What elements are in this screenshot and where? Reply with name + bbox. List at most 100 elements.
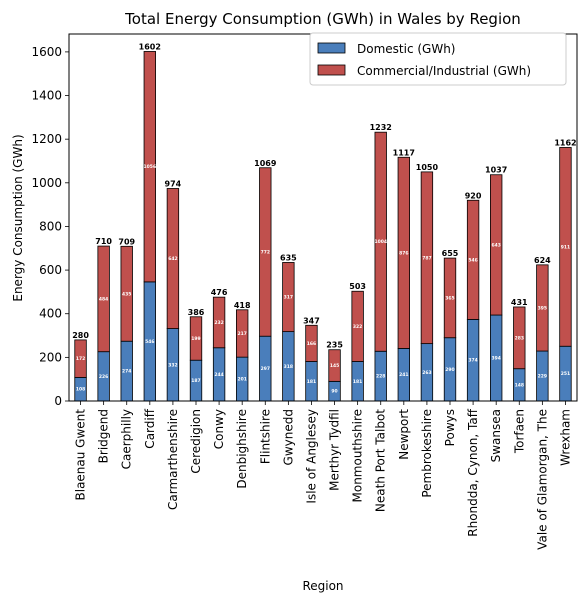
segment-value-label: 283 (515, 335, 524, 341)
bar-commercial-ceredigion (189, 316, 203, 361)
legend-swatch-commercial (317, 64, 346, 76)
y-tick-label: 1000 (31, 176, 62, 190)
x-tick-label: Neath Port Talbot (374, 409, 388, 512)
x-tick-label: Flintshire (258, 409, 272, 464)
segment-value-label: 90 (331, 389, 337, 395)
y-tick-label: 0 (54, 394, 62, 408)
segment-value-label: 166 (307, 341, 316, 347)
plot-area: 0 200 400 600 800 1000 1200 1400 1600 108 172 280 Bl… (31, 33, 578, 550)
bar-commercial-torfaen (513, 306, 526, 370)
x-tick-label: Pembrokeshire (420, 409, 434, 498)
x-tick-label: Gwynedd (281, 409, 295, 465)
bar-total-label: 1037 (485, 166, 507, 175)
bar-total-label: 624 (534, 256, 551, 265)
segment-value-label: 187 (191, 378, 200, 384)
segment-value-label: 241 (399, 372, 408, 378)
x-tick-label: Vale of Glamorgan, The (535, 409, 549, 550)
bar-commercial-blaenau-gwent (74, 339, 87, 378)
segment-value-label: 365 (445, 295, 454, 301)
bar-total-label: 1232 (370, 123, 392, 132)
bar-commercial-gwynedd (282, 262, 295, 333)
bar-commercial-conwy (212, 296, 226, 349)
bar-total-label: 920 (465, 191, 482, 200)
y-tick-label: 600 (39, 263, 62, 277)
y-tick-label: 1200 (31, 132, 62, 146)
bar-total-label: 476 (211, 288, 228, 297)
bar-total-label: 710 (95, 237, 112, 246)
segment-value-label: 274 (122, 369, 131, 375)
bar-total-label: 635 (280, 253, 297, 262)
segment-value-label: 172 (76, 356, 85, 362)
bar-commercial-powys (443, 257, 457, 339)
x-tick-label: Newport (397, 409, 411, 460)
chart-title: Total Energy Consumption (GWh) in Wales … (124, 10, 521, 28)
x-tick-label: Torfaen (512, 409, 526, 454)
segment-value-label: 435 (122, 291, 131, 297)
x-tick-label: Bridgend (97, 409, 111, 463)
segment-value-label: 787 (422, 255, 431, 261)
segment-value-label: 181 (353, 379, 362, 385)
bar-total-label: 503 (349, 282, 366, 291)
x-tick-label: Isle of Anglesey (304, 409, 318, 504)
segment-value-label: 232 (214, 320, 223, 326)
segment-value-label: 199 (191, 336, 200, 342)
bar-total-label: 235 (326, 341, 343, 350)
bar-commercial-newport (397, 156, 410, 349)
segment-value-label: 911 (561, 244, 570, 250)
y-tick-label: 1400 (31, 89, 62, 103)
x-tick-label: Monmouthshire (351, 409, 365, 503)
y-tick-label: 400 (39, 307, 62, 321)
bar-total-label: 1117 (393, 148, 415, 157)
segment-value-label: 318 (284, 364, 293, 370)
bar-commercial-swansea (490, 174, 503, 316)
segment-value-label: 876 (399, 250, 408, 256)
legend-label-domestic: Domestic (GWh) (357, 42, 456, 56)
bar-commercial-neath-port-talbot (374, 131, 387, 352)
bar-total-label: 280 (72, 331, 89, 340)
bar-total-label: 347 (303, 316, 320, 325)
legend-box (309, 32, 567, 86)
segment-value-label: 395 (538, 305, 547, 311)
x-tick-label: Caerphilly (120, 409, 134, 469)
segment-value-label: 374 (468, 358, 477, 364)
segment-value-label: 332 (168, 362, 177, 368)
bar-total-label: 386 (188, 308, 205, 317)
bar-commercial-pembrokeshire (420, 171, 434, 345)
bar-total-label: 1050 (416, 163, 439, 172)
segment-value-label: 145 (330, 363, 339, 369)
bar-commercial-denbighshire (236, 309, 249, 358)
segment-value-label: 290 (445, 367, 454, 373)
bar-total-label: 418 (234, 301, 251, 310)
legend: Domestic (GWh) Commercial/Industrial (GW… (309, 32, 567, 86)
segment-value-label: 229 (538, 374, 547, 380)
x-tick-label: Ceredigion (189, 409, 203, 474)
segment-value-label: 317 (284, 295, 293, 301)
bar-total-label: 431 (511, 298, 528, 307)
segment-value-label: 228 (376, 374, 385, 380)
segment-value-label: 1004 (374, 239, 387, 245)
segment-value-label: 394 (491, 356, 500, 362)
segment-value-label: 322 (353, 324, 362, 330)
segment-value-label: 546 (468, 257, 477, 263)
x-tick-label: Denbighshire (235, 409, 249, 489)
segment-value-label: 772 (261, 249, 270, 255)
bar-total-label: 1602 (139, 42, 161, 51)
segment-value-label: 217 (237, 331, 246, 337)
bar-commercial-monmouthshire (351, 290, 364, 362)
bar-total-label: 655 (442, 249, 459, 258)
bar-total-label: 1069 (254, 159, 277, 168)
x-tick-label: Conwy (212, 409, 226, 449)
bar-total-label: 709 (118, 237, 135, 246)
segment-value-label: 181 (307, 379, 316, 385)
x-tick-label: Blaenau Gwent (74, 409, 88, 501)
bar-commercial-vale-of-glamorgan-the (536, 264, 549, 352)
legend-swatch-domestic (317, 42, 346, 54)
bar-commercial-merthyr-tydfil (328, 349, 341, 382)
segment-value-label: 226 (99, 374, 108, 380)
bar-commercial-wrexham (559, 147, 572, 347)
y-tick-label: 800 (39, 219, 62, 233)
x-tick-label: Powys (443, 409, 457, 446)
x-tick-label: Merthyr Tydfil (328, 409, 342, 491)
x-tick-label: Carmarthenshire (166, 409, 180, 510)
